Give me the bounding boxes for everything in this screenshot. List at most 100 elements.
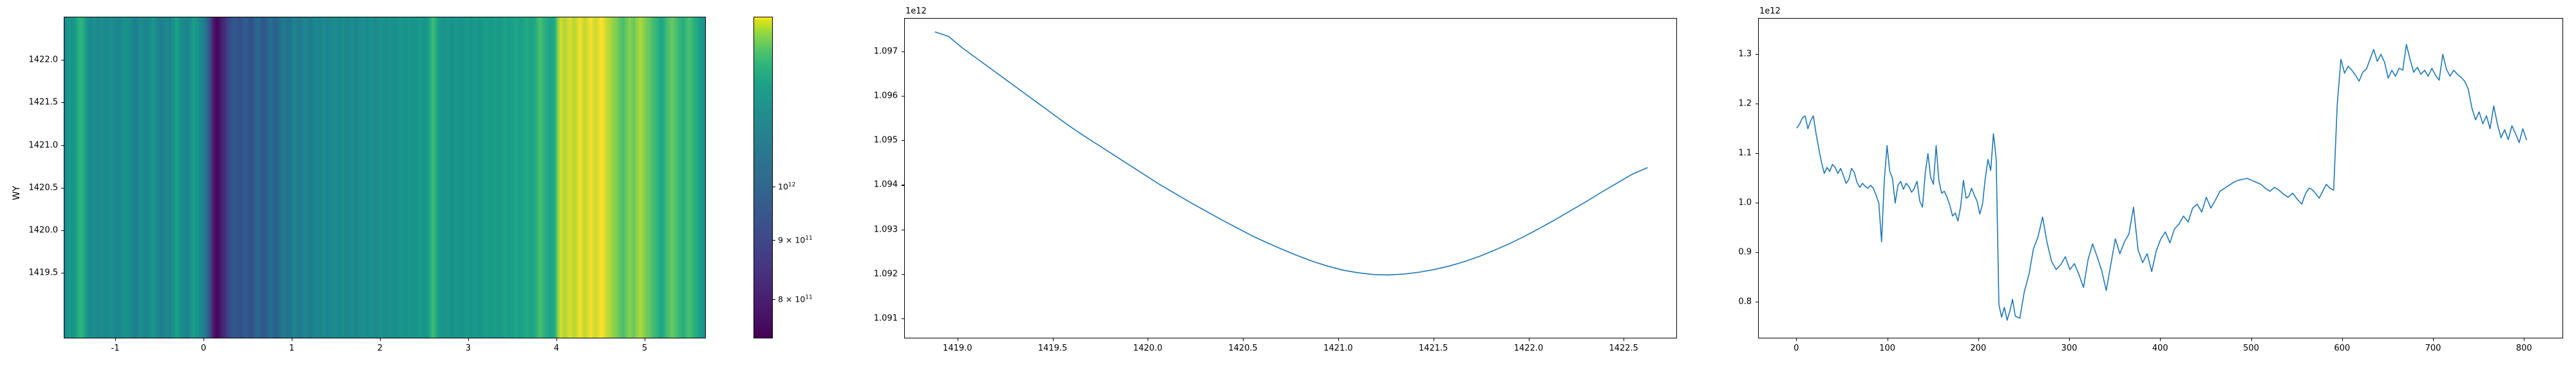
heatmap-xtick-label: -1	[111, 344, 120, 353]
heatmap-column	[632, 17, 636, 338]
heatmap-xtick-label: 4	[553, 344, 560, 353]
heatmap-column	[290, 17, 294, 338]
heatmap-column	[342, 17, 345, 338]
heatmap-ytick-label: 1422.0	[28, 55, 59, 65]
heatmap-ytick-label: 1421.5	[28, 97, 59, 107]
heatmap-column	[156, 17, 159, 338]
heatmap-column	[485, 17, 488, 338]
heatmap-column	[171, 17, 174, 338]
heatmap-column	[668, 17, 672, 338]
heatmap-column	[500, 17, 503, 338]
line2-xtick-label: 400	[2152, 344, 2168, 353]
heatmap-column	[402, 17, 404, 338]
heatmap-column	[194, 17, 198, 338]
line1-xtick-mark	[1052, 338, 1054, 341]
heatmap-column	[466, 17, 469, 338]
heatmap-column	[160, 17, 164, 338]
colorbar[interactable]	[753, 17, 773, 338]
heatmap-column	[670, 17, 674, 338]
heatmap-column	[585, 17, 589, 338]
heatmap-image[interactable]	[64, 17, 706, 338]
heatmap-column	[630, 17, 633, 338]
line2-xtick-mark	[2433, 338, 2434, 341]
heatmap-column	[169, 17, 172, 338]
heatmap-ytick-mark	[61, 102, 64, 104]
heatmap-column	[147, 17, 151, 338]
line1-ytick-label: 1.092	[873, 269, 898, 279]
heatmap-column	[673, 17, 676, 338]
heatmap-column	[177, 17, 180, 338]
heatmap-column	[526, 17, 529, 338]
line2-xtick-mark	[2069, 338, 2070, 341]
heatmap-column	[389, 17, 392, 338]
heatmap-column	[478, 17, 482, 338]
line1-ytick-label: 1.091	[873, 313, 898, 324]
line1-xtick-label: 1422.5	[1609, 344, 1638, 353]
heatmap-column	[126, 17, 129, 338]
line2-ytick-label: 1.0	[1738, 198, 1752, 208]
heatmap-column	[468, 17, 471, 338]
heatmap-column	[245, 17, 249, 338]
heatmap-column	[250, 17, 253, 338]
heatmap-column	[487, 17, 490, 338]
heatmap-column	[256, 17, 260, 338]
line2-xtick-mark	[2251, 338, 2252, 341]
heatmap-column	[321, 17, 323, 338]
line1-ytick-mark	[902, 273, 904, 275]
heatmap-column	[477, 17, 480, 338]
line1-y-offset-text: 1e12	[905, 6, 927, 16]
heatmap-column	[641, 17, 644, 338]
heatmap-column	[193, 17, 195, 338]
heatmap-column	[180, 17, 182, 338]
heatmap-column	[574, 17, 578, 338]
heatmap-column	[453, 17, 456, 338]
line2-plot-area[interactable]	[1758, 18, 2563, 338]
heatmap-column	[201, 17, 204, 338]
heatmap-column	[263, 17, 266, 338]
heatmap-xtick-label: 3	[465, 344, 471, 353]
heatmap-column	[92, 17, 95, 338]
heatmap-column	[350, 17, 354, 338]
heatmap-column	[90, 17, 93, 338]
line2-xtick-label: 500	[2243, 344, 2259, 353]
heatmap-column	[511, 17, 514, 338]
heatmap-column	[167, 17, 170, 338]
heatmap-ytick-label: 1421.0	[28, 140, 59, 151]
heatmap-column	[344, 17, 347, 338]
heatmap-column	[438, 17, 441, 338]
line1-plot-area[interactable]	[904, 18, 1677, 338]
heatmap-column	[397, 17, 401, 338]
heatmap-column	[333, 17, 336, 338]
heatmap-column	[579, 17, 582, 338]
heatmap-column	[491, 17, 495, 338]
heatmap-column	[337, 17, 341, 338]
heatmap-column	[602, 17, 605, 338]
heatmap-column	[237, 17, 240, 338]
heatmap-column	[105, 17, 108, 338]
heatmap-column	[301, 17, 305, 338]
heatmap-column	[73, 17, 76, 338]
heatmap-column	[489, 17, 492, 338]
line2-ytick-label: 1.3	[1738, 49, 1752, 59]
heatmap-column	[122, 17, 125, 338]
heatmap-column	[581, 17, 584, 338]
line1-xtick-label: 1419.0	[943, 344, 972, 353]
heatmap-xtick-mark	[556, 338, 558, 341]
heatmap-column	[81, 17, 84, 338]
heatmap-column	[292, 17, 296, 338]
heatmap-column	[568, 17, 571, 338]
line1-xtick-label: 1420.5	[1228, 344, 1258, 353]
heatmap-column	[254, 17, 258, 338]
heatmap-column	[308, 17, 310, 338]
heatmap-column	[261, 17, 264, 338]
heatmap-column	[99, 17, 101, 338]
heatmap-column	[545, 17, 548, 338]
heatmap-column	[383, 17, 386, 338]
heatmap-column	[286, 17, 289, 338]
heatmap-column	[686, 17, 689, 338]
heatmap-column	[677, 17, 680, 338]
heatmap-column	[571, 17, 573, 338]
heatmap-column	[662, 17, 665, 338]
heatmap-column	[372, 17, 375, 338]
heatmap-column	[380, 17, 383, 338]
